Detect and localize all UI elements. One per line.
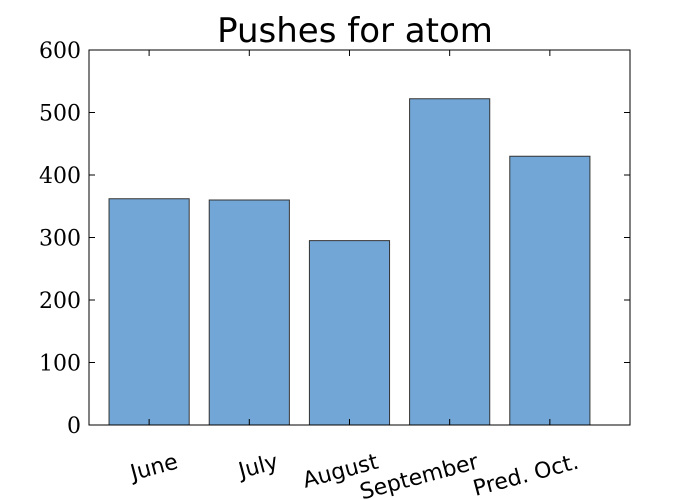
bar-pred-oct: [509, 155, 591, 426]
plot-area-frame: [88, 49, 631, 426]
ytick-label: 600: [39, 39, 81, 64]
bar-september: [409, 98, 491, 426]
bar-july: [208, 199, 290, 426]
xtick-label-july: July: [234, 450, 281, 485]
ytick-label: 500: [39, 102, 81, 127]
ytick-label: 300: [39, 227, 81, 252]
chart-title: Pushes for atom: [217, 11, 493, 51]
ytick-label: 400: [39, 164, 81, 189]
xtick-label-june: June: [126, 450, 181, 487]
bar-august: [308, 240, 391, 426]
ytick-label: 200: [39, 289, 81, 314]
bar-june: [108, 198, 190, 426]
ytick-label: 100: [39, 352, 81, 377]
bars-layer: [108, 98, 591, 426]
xtick-label-pred-oct: Pred. Oct.: [471, 450, 582, 500]
ytick-label: 0: [67, 414, 81, 439]
